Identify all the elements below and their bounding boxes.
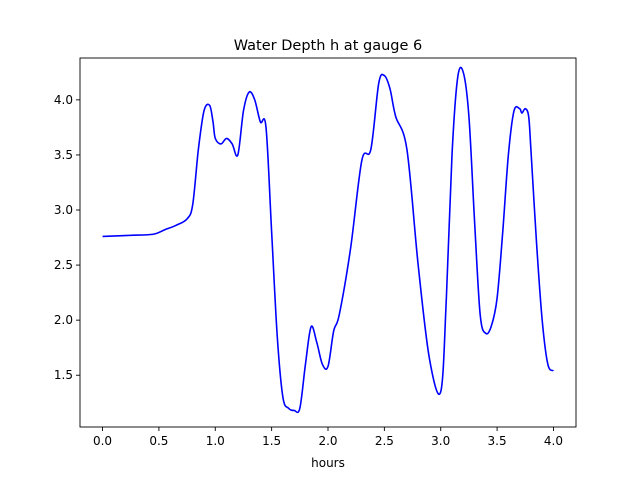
x-tick-label: 2.0 <box>318 434 337 448</box>
x-tick-label: 3.0 <box>431 434 450 448</box>
x-tick-label: 1.0 <box>206 434 225 448</box>
series-line <box>102 66 555 414</box>
x-tick-label: 0.5 <box>149 434 168 448</box>
plot-frame <box>79 57 577 428</box>
x-tick-label: 3.5 <box>488 434 507 448</box>
x-tick-label: 0.0 <box>93 434 112 448</box>
y-tick-label: 2.0 <box>54 313 73 327</box>
y-axis-ticks: 1.5 2.0 2.5 3.0 3.5 4.0 <box>54 93 80 382</box>
y-tick-label: 3.5 <box>54 148 73 162</box>
y-tick-label: 3.0 <box>54 203 73 217</box>
y-tick-label: 1.5 <box>54 368 73 382</box>
x-tick-label: 4.0 <box>544 434 563 448</box>
y-tick-label: 2.5 <box>54 258 73 272</box>
x-tick-label: 2.5 <box>375 434 394 448</box>
x-axis-ticks: 0.0 0.5 1.0 1.5 2.0 2.5 3.0 3.5 4.0 <box>93 427 563 448</box>
x-tick-label: 1.5 <box>262 434 281 448</box>
y-tick-label: 4.0 <box>54 93 73 107</box>
x-axis-label: hours <box>311 456 345 470</box>
chart-title: Water Depth h at gauge 6 <box>234 38 422 54</box>
